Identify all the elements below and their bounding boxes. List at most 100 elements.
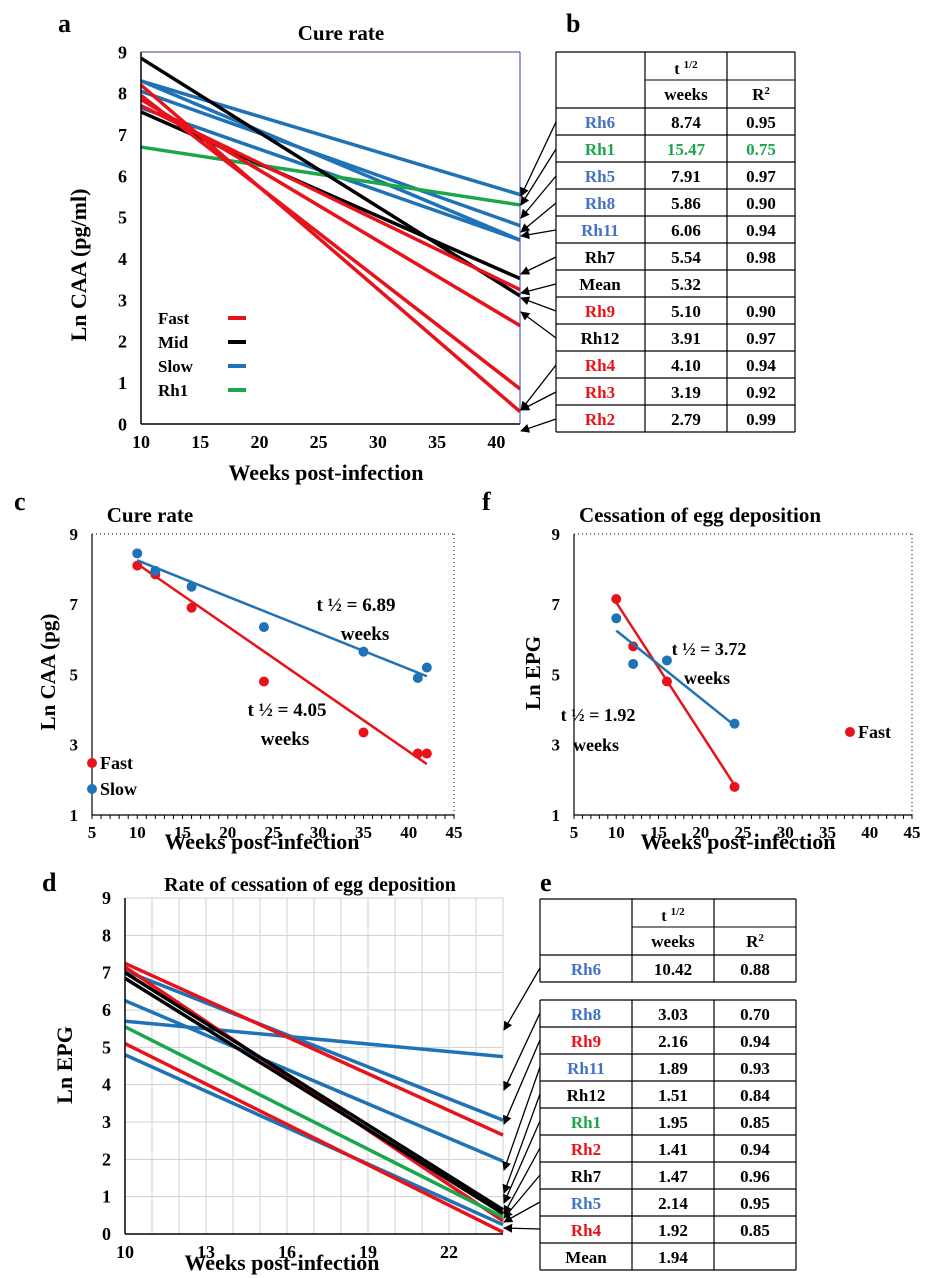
panel-f-annotation-slow-2: weeks: [684, 668, 730, 688]
table-header-t-half: t 1/2: [661, 906, 685, 925]
panel-letter-f: f: [482, 487, 491, 516]
table-cell-r2: 0.95: [746, 113, 776, 132]
x-tick-label: 10: [129, 823, 146, 842]
panel-f-title: Cessation of egg deposition: [579, 503, 821, 527]
connector-arrow: [520, 296, 557, 312]
y-tick-label: 3: [102, 1112, 111, 1132]
connector-arrow: [503, 967, 541, 1031]
connector-arrow: [520, 121, 557, 197]
table-cell-t-half: 5.10: [671, 302, 701, 321]
table-cell-name: Mean: [579, 275, 621, 294]
data-point-fast: [611, 593, 622, 604]
connector-arrow: [502, 1066, 541, 1171]
table-cell-r2: 0.75: [746, 140, 776, 159]
y-tick-label: 2: [118, 332, 127, 352]
panel-a-ylabel: Ln CAA (pg/ml): [66, 189, 91, 342]
data-point-slow: [358, 646, 369, 657]
table-cell-name: Rh1: [571, 1113, 601, 1132]
legend-label-slow: Slow: [100, 779, 137, 799]
panel-letter-e: e: [540, 868, 552, 897]
y-tick-label: 4: [118, 249, 127, 269]
x-tick-label: 10: [116, 1242, 134, 1262]
connector-arrow: [520, 175, 557, 219]
x-tick-label: 30: [369, 432, 387, 452]
table-cell-r2: 0.96: [740, 1167, 770, 1186]
panel-a-chart: Cure rate Ln CAA (pg/ml) Weeks post-infe…: [66, 21, 522, 485]
panel-a-legend: Fast Mid Slow Rh1: [158, 309, 246, 400]
panel-f-annotation-fast-1: t ½ = 1.92: [561, 705, 636, 725]
table-cell-t-half: 10.42: [654, 960, 692, 979]
legend-marker-slow: [87, 784, 97, 794]
y-tick-label: 1: [102, 1187, 111, 1207]
panel-a-title: Cure rate: [298, 21, 385, 45]
trend-line-slow: [136, 559, 428, 678]
table-cell-r2: 0.90: [746, 302, 776, 321]
table-cell-t-half: 3.03: [658, 1005, 688, 1024]
trend-line-fast: [136, 562, 428, 766]
connector-arrow: [520, 283, 557, 296]
table-header-units: weeks: [664, 85, 708, 104]
table-cell-name: Rh7: [571, 1167, 602, 1186]
panel-c-title: Cure rate: [107, 503, 194, 527]
table-cell-name: Rh1: [585, 140, 615, 159]
panel-c-annotation-slow-2: weeks: [341, 624, 390, 645]
y-tick-label: 1: [118, 373, 127, 393]
y-tick-label: 7: [102, 963, 111, 983]
connector-arrow: [503, 1012, 541, 1091]
table-cell-r2: 0.98: [746, 248, 776, 267]
x-tick-label: 35: [355, 823, 372, 842]
x-tick-label: 45: [446, 823, 463, 842]
table-cell-name: Rh4: [571, 1221, 602, 1240]
table-cell-t-half: 4.10: [671, 356, 701, 375]
regression-line-mid: [124, 976, 504, 1215]
table-cell-t-half: 7.91: [671, 167, 701, 186]
y-tick-label: 8: [102, 925, 111, 945]
data-point-slow: [150, 565, 161, 576]
x-tick-label: 10: [608, 823, 625, 842]
table-cell-name: Rh9: [571, 1032, 601, 1051]
table-cell-t-half: 5.86: [671, 194, 701, 213]
x-tick-label: 25: [310, 432, 328, 452]
x-tick-label: 35: [428, 432, 446, 452]
y-tick-label: 9: [70, 525, 79, 544]
connector-arrow: [503, 1174, 541, 1219]
table-cell-r2: 0.95: [740, 1194, 770, 1213]
panel-letter-c: c: [14, 487, 26, 516]
table-cell-name: Rh8: [585, 194, 615, 213]
table-cell-t-half: 8.74: [671, 113, 701, 132]
panel-e-table: t 1/2 weeks R2 Rh6 10.42 0.88 Rh8 3.03 0.70 Rh9 2.…: [539, 898, 797, 1271]
y-tick-label: 0: [102, 1224, 111, 1244]
table-cell-r2: 0.94: [740, 1140, 770, 1159]
connector-arrow: [520, 202, 557, 233]
data-point-slow: [628, 658, 639, 669]
legend-label-slow: Slow: [158, 357, 194, 376]
connector-arrow: [503, 1201, 541, 1223]
legend-marker-fast: [87, 758, 97, 768]
table-cell-name: Rh11: [567, 1059, 605, 1078]
table-cell-t-half: 5.54: [671, 248, 701, 267]
table-header-r2: R2: [752, 85, 770, 104]
data-point-fast: [661, 676, 672, 687]
y-tick-label: 5: [70, 665, 79, 684]
x-tick-label: 20: [250, 432, 268, 452]
y-tick-label: 7: [70, 595, 79, 614]
y-tick-label: 4: [102, 1075, 111, 1095]
table-cell-r2: 0.92: [746, 383, 776, 402]
regression-line-fast: [124, 1042, 504, 1234]
table-cell-name: Rh5: [571, 1194, 601, 1213]
table-cell-t-half: 1.47: [658, 1167, 688, 1186]
y-tick-label: 9: [102, 888, 111, 908]
data-point-slow: [186, 581, 197, 592]
legend-label-fast: Fast: [100, 753, 133, 773]
data-point-slow: [421, 662, 432, 673]
y-tick-label: 2: [102, 1149, 111, 1169]
x-tick-label: 10: [132, 432, 150, 452]
regression-line-fast: [124, 961, 504, 1137]
data-point-fast: [628, 641, 639, 652]
y-tick-label: 7: [118, 125, 127, 145]
regression-line-fast: [139, 83, 522, 413]
table-cell-name: Rh3: [585, 383, 615, 402]
x-tick-label: 25: [735, 823, 752, 842]
connector-arrow: [520, 364, 557, 411]
table-cell-t-half: 1.95: [658, 1113, 688, 1132]
